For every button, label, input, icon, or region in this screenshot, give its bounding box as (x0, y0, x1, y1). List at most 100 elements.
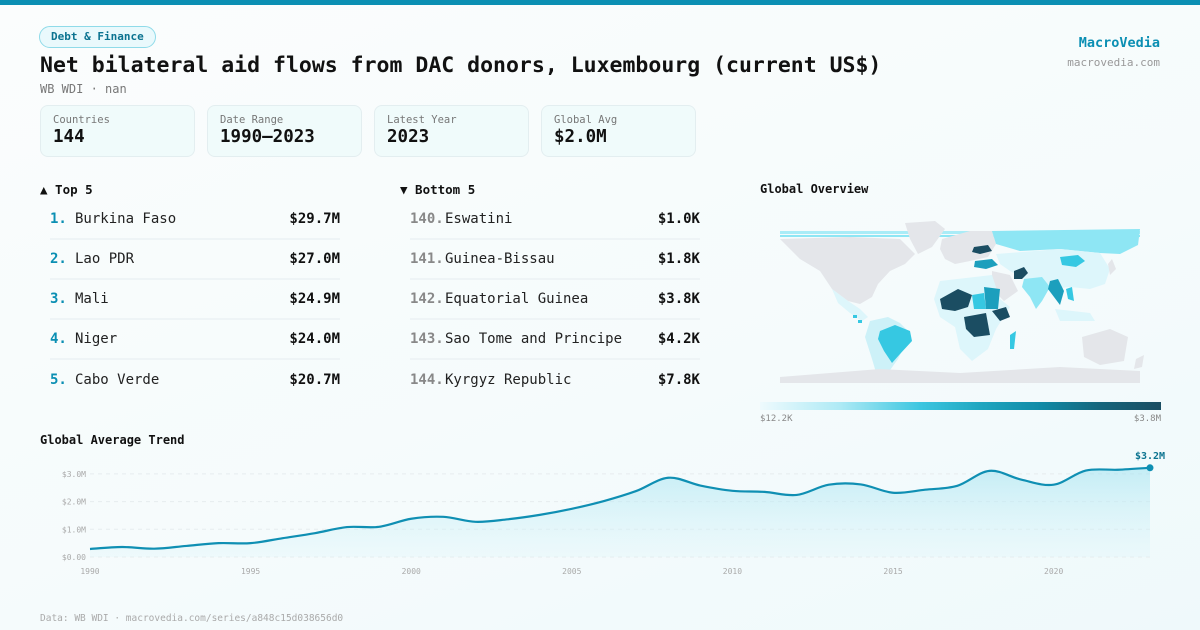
world-choropleth-map[interactable] (760, 209, 1161, 384)
brand-url[interactable]: macrovedia.com (1067, 56, 1160, 69)
country-value: $1.0K (657, 211, 700, 227)
region-nicaragua[interactable] (858, 320, 862, 323)
region-philippines[interactable] (1066, 287, 1074, 301)
list-item[interactable]: 1. Burkina Faso $29.7M (50, 200, 340, 240)
list-item[interactable]: 5. Cabo Verde $20.7M (50, 360, 340, 400)
stat-card-latest-year: Latest Year 2023 (374, 105, 529, 157)
region-mongolia[interactable] (1060, 255, 1085, 267)
top-accent-bar (0, 0, 1200, 5)
region-europe[interactable] (940, 231, 996, 264)
stat-card-countries: Countries 144 (40, 105, 195, 157)
svg-text:$2.0M: $2.0M (62, 498, 86, 507)
svg-text:$3.0M: $3.0M (62, 470, 86, 479)
top-5-list: ▲ Top 5 1. Burkina Faso $29.7M 2. Lao PD… (40, 182, 340, 400)
brand-name[interactable]: MacroVedia (1078, 35, 1160, 51)
region-afghanistan[interactable] (1014, 267, 1028, 279)
region-brazil[interactable] (878, 325, 912, 363)
trend-chart[interactable]: $0.00 $1.0M $2.0M $3.0M 1990 1995 2000 2005 201… (40, 433, 1170, 583)
color-scale-bar (760, 402, 1161, 410)
region-japan[interactable] (1108, 259, 1116, 275)
svg-text:2000: 2000 (402, 567, 421, 576)
legend-max: $3.8M (1133, 414, 1161, 424)
list-item[interactable]: 141. Guinea-Bissau $1.8K (410, 240, 700, 280)
list-item[interactable]: 142. Equatorial Guinea $3.8K (410, 280, 700, 320)
trend-endpoint-marker[interactable] (1146, 464, 1154, 472)
rank: 140. (410, 211, 444, 227)
trend-line (89, 466, 1151, 551)
country-value: $24.9M (289, 291, 340, 307)
region-honduras[interactable] (853, 315, 857, 318)
stat-label: Date Range (220, 114, 284, 126)
country-name: Lao PDR (75, 251, 135, 267)
rank: 5. (50, 372, 67, 388)
category-tag[interactable]: Debt & Finance (39, 26, 156, 48)
stat-value: 1990–2023 (220, 127, 315, 147)
list-item[interactable]: 3. Mali $24.9M (50, 280, 340, 320)
region-myanmar-laos[interactable] (1048, 279, 1064, 305)
global-overview: Global Overview (760, 182, 1161, 424)
country-value: $4.2K (657, 331, 700, 347)
region-australia[interactable] (1082, 329, 1128, 365)
stat-card-global-avg: Global Avg $2.0M (541, 105, 696, 157)
svg-text:1995: 1995 (241, 567, 260, 576)
region-turkey[interactable] (974, 259, 998, 269)
country-value: $27.0M (289, 251, 340, 267)
page-subtitle: WB WDI · nan (40, 82, 127, 96)
region-north-america[interactable] (780, 237, 915, 304)
x-axis-ticks: 1990 1995 2000 2005 2010 2015 2020 (80, 567, 1063, 576)
country-name: Cabo Verde (75, 372, 160, 388)
stat-value: 2023 (387, 127, 430, 147)
region-antarctica[interactable] (780, 367, 1140, 383)
bottom-5-heading: ▼ Bottom 5 (400, 182, 476, 197)
region-mali-niger-burkina[interactable] (940, 289, 972, 311)
stat-label: Global Avg (554, 114, 618, 126)
country-name: Guinea-Bissau (445, 251, 555, 267)
rank: 142. (410, 291, 444, 307)
region-madagascar[interactable] (1010, 331, 1016, 349)
list-item[interactable]: 2. Lao PDR $27.0M (50, 240, 340, 280)
legend-min: $12.2K (760, 414, 793, 424)
region-new-zealand[interactable] (1134, 355, 1144, 369)
y-axis-ticks: $0.00 $1.0M $2.0M $3.0M (62, 470, 86, 562)
region-ukraine[interactable] (972, 245, 992, 254)
region-indonesia[interactable] (1055, 309, 1095, 321)
stat-label: Latest Year (387, 114, 457, 126)
country-name: Equatorial Guinea (445, 291, 589, 307)
rank: 1. (50, 211, 67, 227)
country-value: $7.8K (657, 372, 700, 388)
arctic-band (780, 231, 1140, 234)
top-5-heading: ▲ Top 5 (40, 182, 93, 197)
rank: 4. (50, 331, 67, 347)
footer-source: Data: WB WDI · macrovedia.com/series/a84… (40, 613, 344, 624)
rank: 2. (50, 251, 67, 267)
region-sudan[interactable] (984, 287, 1000, 309)
rank: 141. (410, 251, 444, 267)
stat-value: 144 (53, 127, 85, 147)
trend-title: Global Average Trend (40, 433, 185, 447)
stat-label: Countries (53, 114, 110, 126)
svg-text:2010: 2010 (723, 567, 742, 576)
svg-text:1990: 1990 (80, 567, 99, 576)
list-item[interactable]: 4. Niger $24.0M (50, 320, 340, 360)
country-value: $24.0M (289, 331, 340, 347)
region-greenland[interactable] (905, 221, 945, 254)
region-ethiopia[interactable] (992, 307, 1010, 321)
region-dr-congo[interactable] (964, 313, 990, 337)
list-item[interactable]: 143. Sao Tome and Principe $4.2K (410, 320, 700, 360)
country-value: $3.8K (657, 291, 700, 307)
country-name: Kyrgyz Republic (445, 372, 572, 388)
region-chad[interactable] (972, 293, 986, 309)
region-india[interactable] (1022, 277, 1050, 309)
country-name: Niger (75, 331, 118, 347)
color-scale-labels: $12.2K $3.8M (760, 414, 1161, 424)
trend-area (90, 467, 1150, 557)
region-russia[interactable] (992, 229, 1140, 254)
region-central-america[interactable] (832, 289, 868, 321)
svg-text:2005: 2005 (562, 567, 581, 576)
country-value: $29.7M (289, 211, 340, 227)
rank: 3. (50, 291, 67, 307)
list-item[interactable]: 140. Eswatini $1.0K (410, 200, 700, 240)
bottom-5-list: ▼ Bottom 5 140. Eswatini $1.0K 141. Guin… (400, 182, 700, 400)
list-item[interactable]: 144. Kyrgyz Republic $7.8K (410, 360, 700, 400)
page-title: Net bilateral aid flows from DAC donors,… (40, 53, 882, 78)
